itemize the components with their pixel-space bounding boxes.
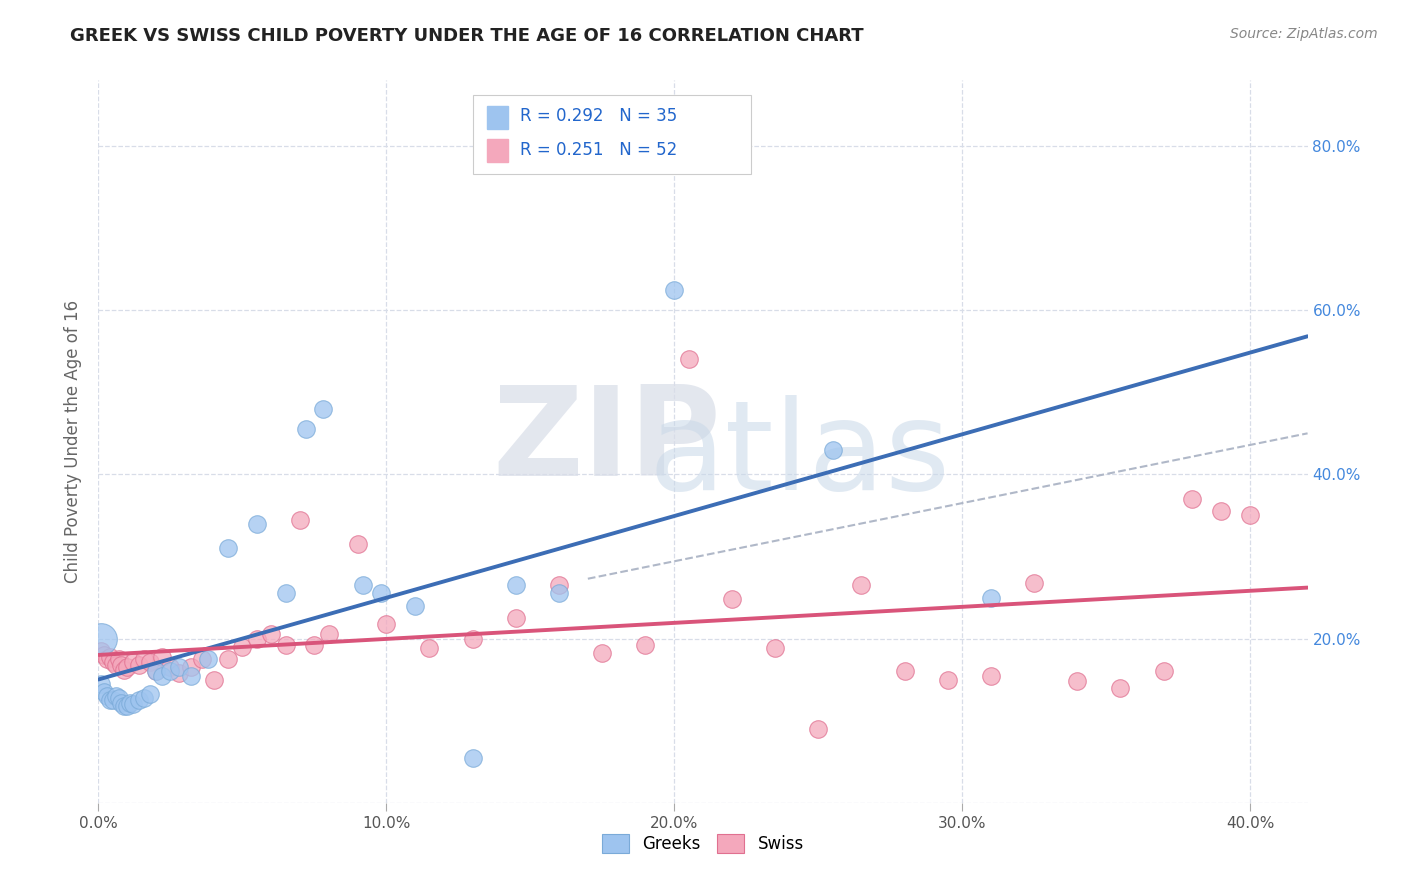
Point [112, 663, 135, 677]
Point [167, 660, 190, 674]
Point [96, 652, 118, 666]
FancyBboxPatch shape [474, 95, 751, 174]
Point [807, 722, 830, 736]
Point [110, 657, 132, 672]
Point [664, 283, 686, 297]
Point [461, 750, 484, 764]
Point [115, 698, 138, 713]
Point [274, 638, 297, 652]
Point [101, 655, 124, 669]
Point [505, 578, 527, 592]
Point [122, 655, 145, 669]
Point [1022, 575, 1045, 590]
Point [180, 660, 202, 674]
Point [110, 696, 132, 710]
Point [231, 640, 253, 654]
Point [104, 689, 127, 703]
Text: ZIP: ZIP [492, 381, 721, 502]
Point [1153, 665, 1175, 679]
Point [548, 578, 571, 592]
Point [93, 648, 115, 662]
Point [634, 638, 657, 652]
Point [180, 668, 202, 682]
Point [312, 401, 335, 416]
Point [134, 652, 156, 666]
Point [370, 586, 392, 600]
Point [260, 627, 283, 641]
Text: GREEK VS SWISS CHILD POVERTY UNDER THE AGE OF 16 CORRELATION CHART: GREEK VS SWISS CHILD POVERTY UNDER THE A… [70, 27, 863, 45]
Bar [486, 105, 509, 128]
Point [191, 652, 214, 666]
Point [294, 422, 316, 436]
Point [202, 673, 225, 687]
Text: atlas: atlas [648, 395, 950, 516]
Point [461, 632, 484, 646]
Point [150, 668, 173, 682]
Point [821, 442, 844, 457]
Point [104, 657, 127, 672]
Point [1239, 508, 1261, 523]
Point [548, 586, 571, 600]
Point [167, 666, 190, 681]
Point [980, 668, 1002, 682]
Point [90, 632, 112, 646]
Point [720, 592, 742, 607]
Point [159, 665, 181, 679]
Point [217, 652, 239, 666]
Point [318, 627, 340, 641]
Point [418, 641, 440, 656]
Point [139, 687, 162, 701]
Point [101, 693, 124, 707]
Point [159, 660, 181, 674]
Legend: Greeks, Swiss: Greeks, Swiss [596, 827, 810, 860]
Point [122, 698, 145, 712]
Point [1211, 504, 1233, 518]
Point [1181, 491, 1204, 506]
Point [274, 586, 297, 600]
Point [288, 512, 311, 526]
Point [375, 616, 398, 631]
Point [246, 632, 269, 646]
Y-axis label: Child Poverty Under the Age of 16: Child Poverty Under the Age of 16 [65, 300, 83, 583]
Point [139, 655, 162, 669]
Point [591, 646, 613, 660]
Point [98, 649, 121, 664]
Bar [486, 139, 509, 162]
Point [893, 665, 915, 679]
Point [1066, 674, 1088, 689]
Point [217, 541, 239, 556]
Point [346, 537, 368, 551]
Point [150, 649, 173, 664]
Point [404, 599, 426, 613]
Point [145, 665, 167, 679]
Point [93, 685, 115, 699]
Text: R = 0.251   N = 52: R = 0.251 N = 52 [520, 141, 678, 160]
Point [246, 516, 269, 531]
Point [115, 660, 138, 674]
Point [1109, 681, 1132, 695]
Text: Source: ZipAtlas.com: Source: ZipAtlas.com [1230, 27, 1378, 41]
Point [304, 638, 326, 652]
Text: R = 0.292   N = 35: R = 0.292 N = 35 [520, 107, 678, 126]
Point [90, 677, 112, 691]
Point [197, 652, 219, 666]
Point [90, 644, 112, 658]
Point [112, 698, 135, 713]
Point [145, 665, 167, 679]
Point [98, 693, 121, 707]
Point [851, 578, 873, 592]
Point [936, 673, 959, 687]
Point [107, 652, 129, 666]
Point [134, 690, 156, 705]
Point [678, 352, 700, 367]
Point [505, 611, 527, 625]
Point [352, 578, 374, 592]
Point [763, 641, 786, 656]
Point [107, 690, 129, 705]
Point [96, 689, 118, 703]
Point [980, 591, 1002, 605]
Point [128, 693, 150, 707]
Point [120, 696, 142, 710]
Point [128, 657, 150, 672]
